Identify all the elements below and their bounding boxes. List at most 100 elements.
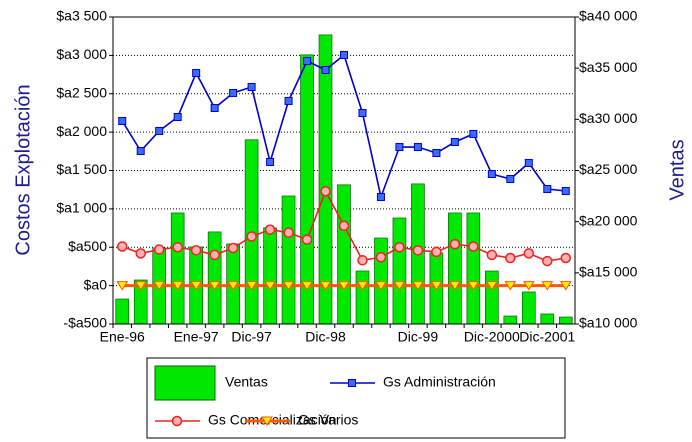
line-marker [375,281,387,291]
x-tick-label: Dic-98 [305,329,346,345]
line-marker [264,281,276,291]
line-marker [543,184,552,193]
line-marker [301,234,313,245]
line-marker [190,281,203,291]
line-marker [524,158,533,167]
line-marker [134,281,147,291]
bar [521,291,536,325]
y-tick-label: $a1 000 [56,200,107,216]
line-marker [375,251,387,263]
x-tick-label: Ene-96 [100,329,145,345]
y-tick-label: $a3 000 [56,46,107,62]
y-tick-label: $a500 [68,238,107,254]
line-marker [505,252,516,264]
line-marker [116,281,129,291]
line-marker [227,242,239,254]
line-marker [171,281,184,291]
line-marker [118,116,127,125]
line-marker [430,281,443,291]
line-marker [542,255,553,267]
y-tick-label: $a2 500 [56,84,107,100]
line-marker [192,69,201,78]
bar [263,227,277,325]
x-tick-label: Dic-2000 [464,329,520,345]
line-marker [208,281,221,291]
x-tick-label: Dic-99 [398,329,439,345]
line-marker [395,143,404,152]
legend-label: Ventas [225,374,268,390]
line-marker [431,246,442,258]
line-marker [413,143,422,152]
y-tick-label: -$a500 [63,315,107,331]
y2-tick-label: $a15 000 [579,264,638,280]
line-marker [301,281,313,291]
line-marker [487,170,496,179]
x-tick-label: Dic-2001 [519,329,575,345]
y2-tick-label: $a30 000 [579,110,638,126]
line-marker [246,231,257,242]
line-marker [449,238,461,250]
line-marker [320,185,331,197]
bar [207,231,222,325]
line-marker [155,126,164,135]
y-tick-label: $a0 [84,276,108,292]
line-marker [393,281,406,291]
line-marker [412,245,424,256]
line-marker [282,281,295,291]
line-marker [153,244,165,255]
line-marker [432,149,441,158]
y2-tick-label: $a20 000 [579,212,638,228]
line-marker [172,242,183,253]
line-marker [227,281,240,291]
line-marker [358,109,367,118]
line-marker [560,252,572,264]
line-marker [229,88,238,97]
line-marker [561,186,570,195]
line-marker [136,147,145,156]
line-marker [209,249,220,261]
line-marker [357,255,368,266]
legend-label: Gs Varios [298,412,358,428]
y-tick-label: $a3 500 [56,8,107,24]
line-marker [338,281,350,291]
y-tick-label: $a1 500 [56,161,107,177]
line-marker [171,415,183,427]
bar [337,184,351,325]
line-marker [319,281,332,291]
bar [115,298,130,325]
legend-swatch [154,365,216,401]
line-marker [541,281,554,291]
x-tick-label: Ene-97 [174,329,219,345]
bar [558,316,573,325]
line-marker [284,96,293,105]
legend-label: Gs Administración [383,374,496,390]
bar [281,195,296,325]
line-marker [448,281,461,291]
line-marker [190,245,202,256]
line-marker [303,56,312,65]
y-axis-title: Costos Explotación [12,84,34,255]
line-marker [338,220,350,232]
line-marker [450,138,459,147]
bar [540,313,555,325]
line-marker [283,227,294,238]
line-marker [210,104,219,113]
bar [466,212,481,325]
y-tick-label: $a2 000 [56,123,107,139]
line-marker [266,157,275,166]
bar [355,270,370,325]
bar [503,315,518,325]
line-marker [486,249,498,261]
x-tick-label: Dic-97 [231,329,272,345]
legend-box [146,357,566,439]
line-marker [348,379,356,387]
y2-axis-title: Ventas [666,139,688,200]
line-marker [264,224,276,235]
line-marker [504,281,517,291]
line-marker [356,281,369,291]
bar [392,217,407,325]
line-marker [485,281,498,291]
line-marker [116,241,128,252]
line-marker [559,281,572,291]
bar [318,34,333,325]
